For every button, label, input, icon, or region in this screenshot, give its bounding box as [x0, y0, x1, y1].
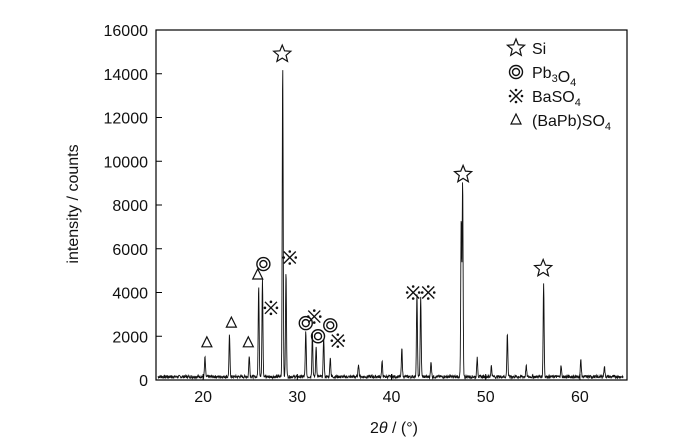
- star-peak-marker: [272, 43, 293, 63]
- y-tick-label: 0: [139, 373, 148, 390]
- legend-label: BaSO4: [532, 89, 581, 109]
- asterism-peak-marker: [306, 309, 322, 324]
- x-tick-label: 50: [477, 389, 495, 406]
- double-circle-peak-marker: [298, 315, 313, 331]
- y-tick-label: 2000: [112, 329, 148, 346]
- triangle-peak-marker: [200, 335, 213, 348]
- triangle-peak-marker: [251, 267, 264, 280]
- double-circle-legend-icon: [508, 64, 524, 80]
- double-circle-peak-marker: [310, 329, 326, 344]
- y-tick-label: 16000: [104, 23, 149, 40]
- triangle-legend-icon: [510, 112, 522, 125]
- y-axis-label: intensity / counts: [65, 144, 82, 263]
- star-legend-icon: [505, 37, 527, 57]
- x-axis-label: 2θ / (°): [370, 420, 418, 437]
- legend-label: (BaPb)SO4: [532, 113, 611, 133]
- ticks-layer: 20 30 40 50 60 0 2000 4000 6000 8000 10000 12000 140…: [104, 23, 589, 406]
- legend-label: Pb3O4: [532, 65, 576, 89]
- double-circle-peak-marker: [323, 318, 338, 333]
- y-tick-label: 8000: [112, 198, 148, 215]
- asterism-peak-marker: [420, 285, 436, 300]
- y-tick-label: 10000: [104, 154, 149, 171]
- double-circle-peak-marker: [256, 256, 271, 272]
- asterism-peak-marker: [282, 250, 298, 265]
- annotation-layer: [200, 43, 554, 348]
- asterism-peak-marker: [405, 285, 421, 300]
- star-peak-marker: [453, 163, 474, 183]
- legend-label: Si: [532, 41, 546, 58]
- x-tick-label: 60: [571, 389, 589, 406]
- triangle-peak-marker: [225, 315, 238, 328]
- asterism-peak-marker: [263, 300, 279, 316]
- x-tick-label: 40: [383, 389, 401, 406]
- y-tick-label: 4000: [112, 286, 148, 303]
- asterism-peak-marker: [330, 333, 346, 348]
- star-peak-marker: [533, 257, 554, 278]
- y-tick-label: 6000: [112, 242, 148, 259]
- asterism-legend-icon: [508, 88, 524, 104]
- x-tick-label: 30: [288, 389, 306, 406]
- y-tick-label: 12000: [104, 111, 149, 128]
- x-tick-label: 20: [194, 389, 212, 406]
- series-layer: [157, 70, 624, 381]
- y-tick-label: 14000: [104, 67, 149, 84]
- triangle-peak-marker: [242, 335, 255, 348]
- spectrum-line: [157, 70, 624, 381]
